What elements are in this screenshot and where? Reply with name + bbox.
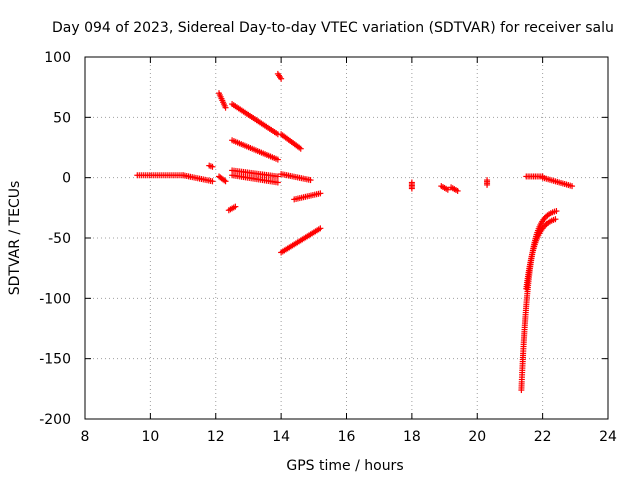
y-tick-label: 50	[53, 110, 71, 126]
y-tick-label: -150	[39, 352, 71, 368]
data-point	[408, 185, 415, 192]
x-tick-label: 14	[272, 429, 290, 445]
y-tick-label: 0	[62, 171, 71, 187]
tick-labels: 8 10 12 14 16 18 20 22 24 -200 -150 -100 -50 0 50 100	[39, 50, 617, 445]
data-point	[222, 104, 229, 111]
data-point	[297, 145, 304, 152]
data-point	[484, 181, 491, 188]
data-point	[454, 187, 461, 194]
data-point	[274, 156, 281, 163]
data-point	[569, 183, 576, 190]
data-point	[232, 203, 239, 210]
data-point	[552, 216, 559, 223]
x-axis-label: GPS time / hours	[286, 458, 403, 474]
x-tick-label: 20	[468, 429, 486, 445]
data-point	[307, 177, 314, 184]
data-point	[553, 208, 560, 215]
x-tick-label: 10	[141, 429, 159, 445]
x-tick-label: 16	[338, 429, 356, 445]
y-tick-label: -100	[39, 291, 71, 307]
y-tick-label: -200	[39, 412, 71, 428]
plot-frame	[84, 56, 609, 420]
grid-lines	[85, 57, 608, 419]
data-point	[274, 179, 281, 186]
x-tick-label: 24	[599, 429, 617, 445]
data-point	[221, 177, 228, 184]
data-point	[444, 186, 451, 193]
data-point	[209, 163, 216, 170]
y-axis-label: SDTVAR / TECUs	[7, 181, 23, 296]
x-tick-label: 12	[207, 429, 225, 445]
chart-title: Day 094 of 2023, Sidereal Day-to-day VTE…	[52, 20, 614, 36]
data-point	[278, 75, 285, 82]
data-point	[274, 173, 281, 180]
x-tick-label: 18	[403, 429, 421, 445]
data-point	[317, 225, 324, 232]
data-points	[134, 70, 576, 394]
data-point	[222, 178, 229, 185]
y-tick-label: -50	[48, 231, 71, 247]
y-tick-label: 100	[44, 50, 71, 66]
data-point	[209, 178, 216, 185]
x-tick-label: 8	[81, 429, 90, 445]
x-tick-label: 22	[534, 429, 552, 445]
data-point	[317, 190, 324, 197]
